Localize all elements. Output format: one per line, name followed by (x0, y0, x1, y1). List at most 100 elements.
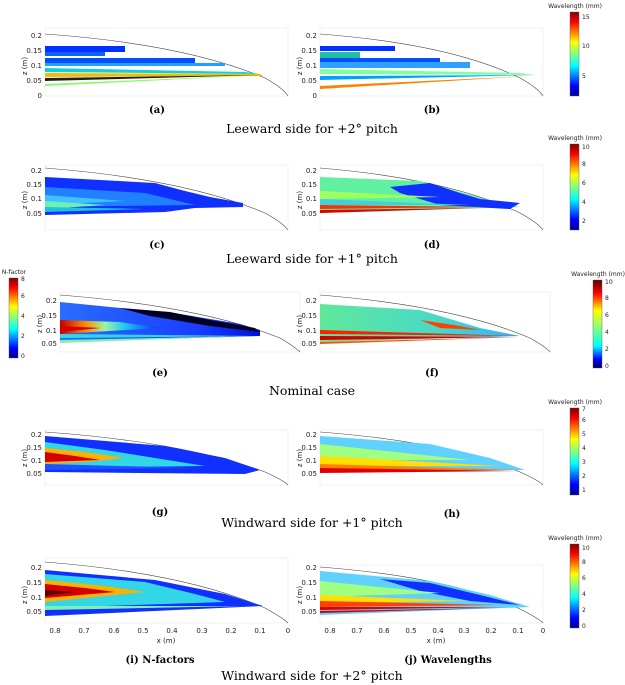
panel-j-yaxis: 0.05 0.1 0.15 0.2 z (m) (296, 564, 317, 616)
y-axis-label: z (m) (21, 191, 29, 209)
colorbar-tick: 5 (582, 73, 586, 80)
xtick: 0 (541, 627, 545, 635)
colorbar-tick: 6 (582, 180, 586, 187)
subfigure-label-i: (i) N-factors (125, 655, 194, 666)
ytick: 0.2 (46, 297, 57, 305)
panel-g (44, 429, 289, 486)
y-axis-label: z (m) (21, 586, 29, 604)
row-caption-5: Windward side for +2° pitch (221, 668, 402, 683)
subfigure-label-b: (b) (424, 105, 440, 116)
colorbar-title: Wavelength (mm) (548, 399, 602, 406)
colorbar-row-5: Wavelength (mm) 0 2 4 6 8 10 (548, 535, 602, 630)
colorbar-row-2: Wavelength (mm) 2 4 6 8 10 (548, 135, 602, 231)
row-1: 0 0.05 0.1 0.15 0.2 z (m) (a) 0 0.05 0.1… (21, 3, 602, 136)
ytick: 0.05 (301, 340, 317, 348)
colorbar-title: Wavelength (mm) (548, 535, 602, 542)
colorbar-row-4: Wavelength (mm) 1 2 3 4 5 6 7 (548, 399, 602, 496)
ytick: 0.2 (31, 564, 42, 572)
panel-e-yaxis: 0.05 0.1 0.15 0.2 z (m) (36, 297, 57, 348)
row-caption-3: Nominal case (269, 383, 355, 398)
ytick: 0.15 (301, 47, 317, 55)
x-axis-label: x (m) (157, 637, 176, 645)
y-axis-label: z (m) (21, 57, 29, 75)
colorbar-tick: 2 (582, 473, 586, 480)
colorbar-row-1: Wavelength (mm) 5 10 15 (548, 3, 602, 97)
colorbar-tick: 4 (582, 199, 586, 206)
row-5: 0.05 0.1 0.15 0.2 z (m) 0.8 0.7 0.6 0.5 … (21, 535, 602, 683)
ytick: 0 (38, 92, 42, 100)
colorbar-tick: 6 (21, 293, 25, 300)
panel-e (59, 291, 301, 353)
ytick: 0.2 (31, 32, 42, 40)
ytick: 0.05 (26, 77, 42, 85)
colorbar-tick: 3 (582, 459, 586, 466)
ytick: 0.05 (301, 608, 317, 616)
colorbar-tick: 15 (582, 14, 590, 21)
ytick: 0.15 (301, 181, 317, 189)
colorbar-tick: 4 (582, 445, 586, 452)
colorbar-tick: 4 (605, 329, 609, 336)
colorbar-title: N-factor (2, 269, 27, 276)
colorbar-tick: 10 (605, 279, 613, 286)
y-axis-label: z (m) (296, 449, 304, 467)
ytick: 0.1 (46, 327, 57, 335)
ytick: 0.05 (26, 210, 42, 218)
colorbar-tick: 6 (605, 312, 609, 319)
row-2: 0.05 0.1 0.15 0.2 z (m) (c) 0.05 0.1 0.1… (21, 135, 602, 266)
colorbar-left-row-3: N-factor 0 2 4 6 8 (2, 269, 27, 360)
panel-j-xaxis: 0.8 0.7 0.6 0.5 0.4 0.3 0.2 0.1 0 x (m) (324, 627, 545, 645)
xtick: 0.3 (196, 627, 207, 635)
ytick: 0.1 (31, 594, 42, 602)
subfigure-label-d: (d) (424, 240, 440, 251)
y-axis-label: z (m) (296, 315, 304, 333)
subfigure-label-c: (c) (149, 240, 165, 251)
xtick: 0.3 (458, 627, 469, 635)
colorbar-tick: 10 (582, 43, 590, 50)
panel-i-xaxis: 0.8 0.7 0.6 0.5 0.4 0.3 0.2 0.1 0 x (m) (49, 627, 290, 645)
colorbar-tick: 2 (582, 607, 586, 614)
ytick: 0.2 (306, 167, 317, 175)
colorbar-tick: 8 (21, 276, 25, 283)
colorbar-tick: 2 (21, 333, 25, 340)
ytick: 0.2 (306, 32, 317, 40)
row-4: 0.05 0.1 0.15 0.2 z (m) (g) 0.05 0.1 0.1… (21, 399, 602, 530)
xtick: 0.8 (49, 627, 60, 635)
panel-f (319, 291, 551, 353)
subfigure-label-e: (e) (152, 368, 168, 379)
ytick: 0.15 (41, 312, 57, 320)
xtick: 0 (286, 627, 290, 635)
ytick: 0.05 (26, 608, 42, 616)
ytick: 0.15 (26, 579, 42, 587)
colorbar-tick: 5 (582, 431, 586, 438)
colorbar-row-3: Wavelength (mm) 0 2 4 6 8 10 (571, 271, 625, 370)
ytick: 0.15 (26, 181, 42, 189)
colorbar-tick: 0 (605, 363, 609, 370)
ytick: 0.15 (301, 579, 317, 587)
ytick: 0.2 (31, 167, 42, 175)
colorbar-title: Wavelength (mm) (571, 271, 625, 278)
y-axis-label: z (m) (296, 191, 304, 209)
subfigure-label-a: (a) (149, 105, 165, 116)
panel-j (319, 564, 544, 624)
colorbar-tick: 8 (582, 161, 586, 168)
row-caption-4: Windward side for +1° pitch (221, 515, 402, 530)
panel-g-yaxis: 0.05 0.1 0.15 0.2 z (m) (21, 431, 42, 478)
ytick: 0.1 (31, 62, 42, 70)
subfigure-label-h: (h) (444, 509, 461, 520)
panel-b (319, 27, 544, 97)
xtick: 0.1 (254, 627, 265, 635)
subfigure-label-g: (g) (152, 507, 168, 518)
ytick: 0.2 (306, 297, 317, 305)
xtick: 0.8 (324, 627, 335, 635)
ytick: 0.2 (306, 431, 317, 439)
panel-b-yaxis: 0 0.05 0.1 0.15 0.2 z (m) (296, 32, 317, 100)
colorbar-tick: 10 (582, 545, 590, 552)
ytick: 0.15 (301, 312, 317, 320)
ytick: 0.1 (31, 457, 42, 465)
ytick: 0.1 (306, 327, 317, 335)
xtick: 0.6 (108, 627, 120, 635)
ytick: 0.1 (306, 195, 317, 203)
ytick: 0.05 (41, 340, 57, 348)
panel-c (44, 164, 289, 231)
